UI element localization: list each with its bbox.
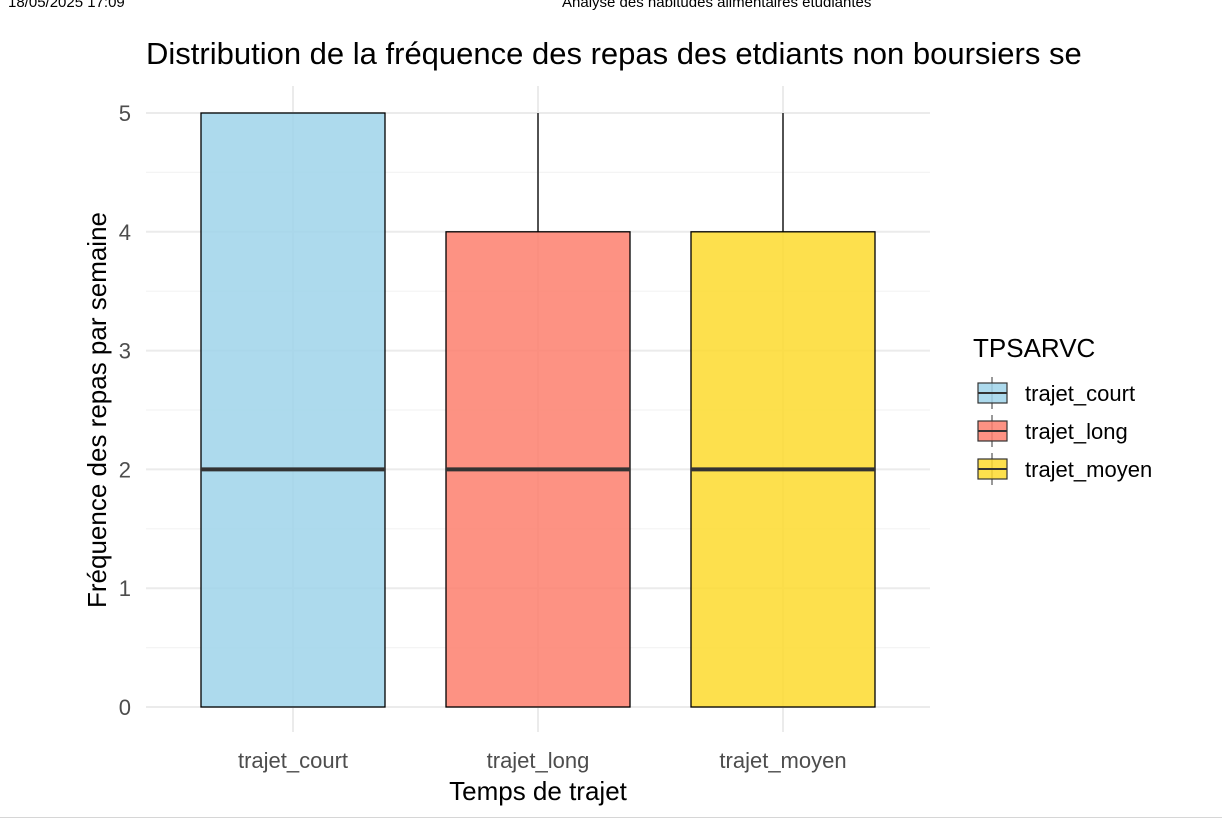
legend-label: trajet_moyen <box>1025 457 1152 482</box>
box-trajet_long <box>445 113 631 708</box>
y-tick-label: 4 <box>119 220 131 245</box>
box-group <box>200 112 876 708</box>
legend-label: trajet_court <box>1025 381 1135 406</box>
chart-title: Distribution de la fréquence des repas d… <box>146 36 1082 71</box>
legend-item-trajet_moyen: trajet_moyen <box>977 453 1152 485</box>
box-trajet_court <box>200 112 386 708</box>
x-tick-label: trajet_moyen <box>719 748 846 773</box>
box-rect <box>200 112 386 708</box>
legend-title: TPSARVC <box>973 333 1095 363</box>
legend-items: trajet_court trajet_long trajet_moyen <box>977 377 1152 485</box>
y-tick-label: 3 <box>119 339 131 364</box>
legend: TPSARVC trajet_court trajet_long trajet_mo… <box>973 333 1152 485</box>
y-axis-title: Fréquence des repas par semaine <box>82 212 112 608</box>
x-axis-title: Temps de trajet <box>449 776 628 806</box>
y-tick-label: 2 <box>119 457 131 482</box>
y-tick-label: 1 <box>119 576 131 601</box>
legend-item-trajet_long: trajet_long <box>977 415 1128 447</box>
page-divider <box>0 817 1222 818</box>
x-tick-label: trajet_court <box>238 748 348 773</box>
box-trajet_moyen <box>690 113 876 708</box>
print-date: 18/05/2025 17:09 <box>8 0 125 11</box>
legend-label: trajet_long <box>1025 419 1128 444</box>
x-tick-label: trajet_long <box>487 748 590 773</box>
y-tick-label: 5 <box>119 101 131 126</box>
legend-item-trajet_court: trajet_court <box>977 377 1135 409</box>
document-title: Analyse des habitudes alimentaires étudi… <box>562 0 872 11</box>
y-tick-labels: 0 1 2 3 4 5 <box>119 101 131 720</box>
y-tick-label: 0 <box>119 695 131 720</box>
x-tick-labels: trajet_court trajet_long trajet_moyen <box>238 748 847 773</box>
